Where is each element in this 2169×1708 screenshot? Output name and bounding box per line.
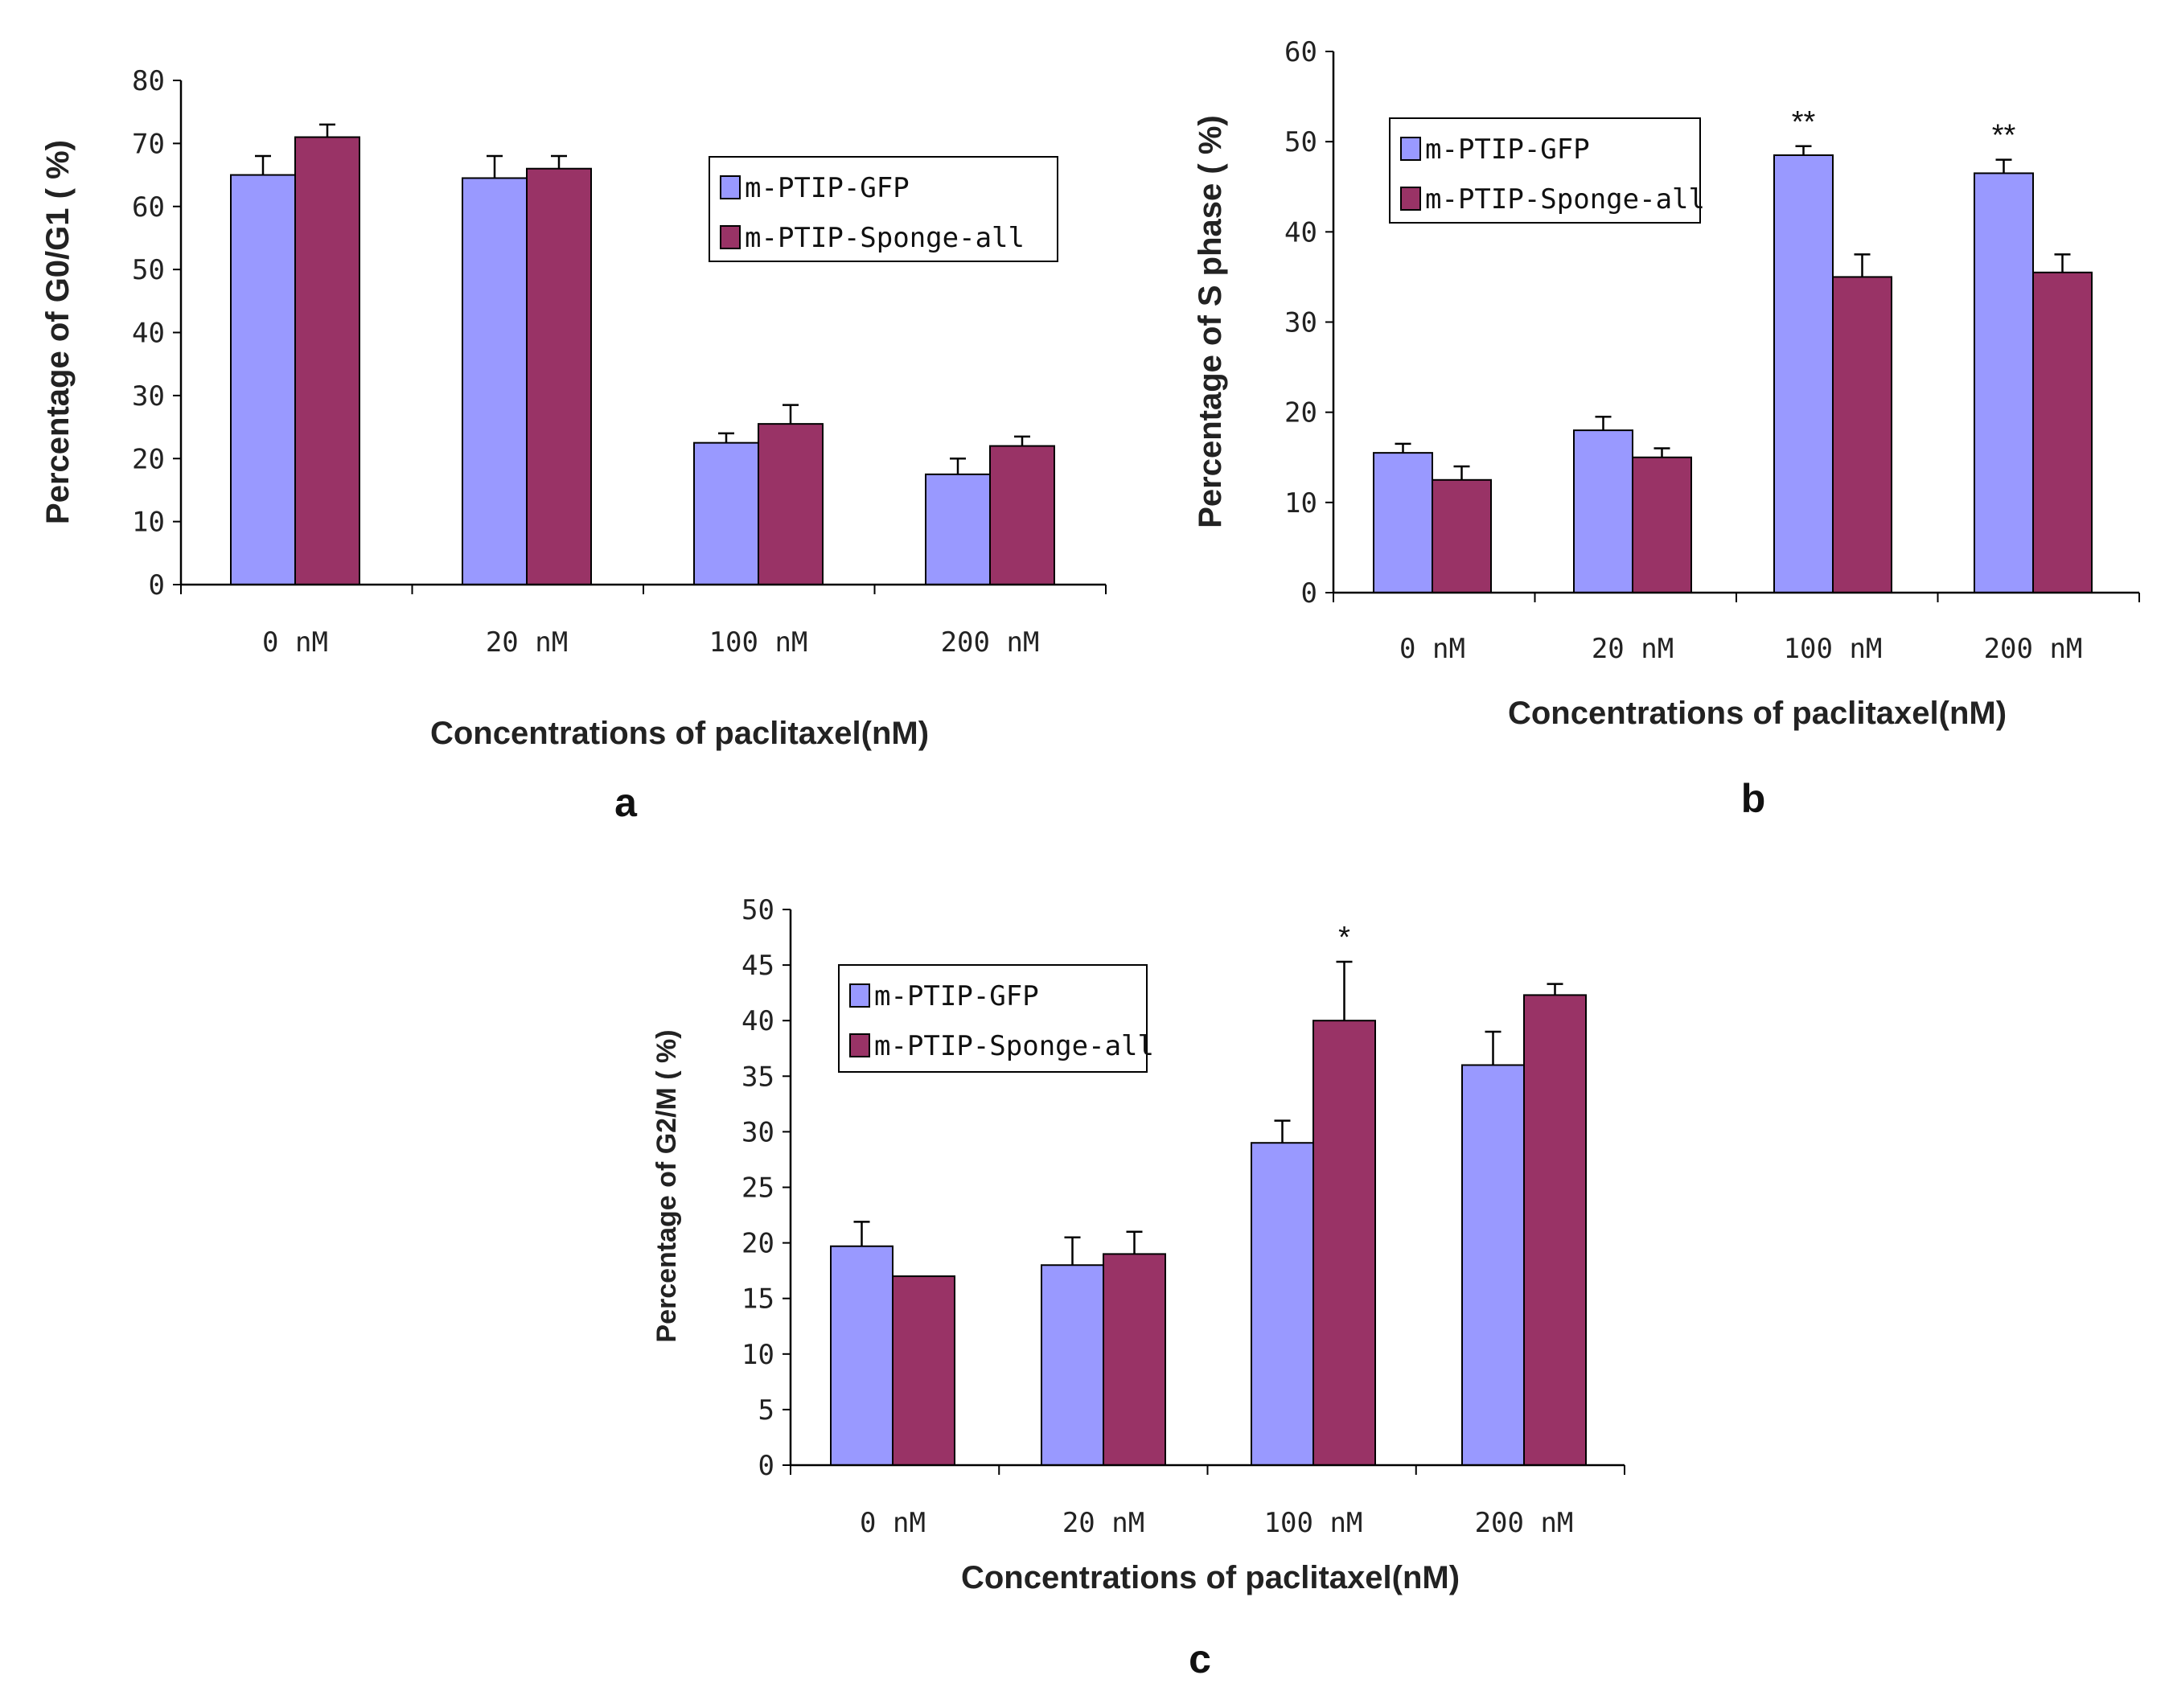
y-tick-label: 40: [132, 318, 165, 350]
significance-mark: *: [1338, 921, 1350, 955]
significance-mark: **: [1992, 119, 2016, 153]
chart-panel-b: ** ** 0 10 20 30 40 50 60 0 nM 20 nM 100 nM 200 nM Co…: [1193, 36, 2140, 821]
y-tick-label: 35: [741, 1061, 774, 1093]
chart-panel-c: * 0 5 10 15 20 25 30 35 40 45 50 0 nM 20 nM 100 nM 200 …: [651, 894, 1625, 1681]
x-axis-title: Concentrations of paclitaxel(nM): [430, 716, 929, 751]
bar-sponge: [1103, 1253, 1166, 1467]
y-tick-label: 10: [132, 507, 165, 539]
y-tick-label: 20: [741, 1228, 774, 1260]
bar-sponge: [892, 1275, 955, 1467]
legend-label: m-PTIP-Sponge-all: [874, 1030, 1154, 1062]
bar-sponge: [1312, 1020, 1376, 1466]
bar-sponge: [1832, 276, 1892, 593]
x-tick-label: 0 nM: [860, 1507, 926, 1539]
y-tick-label: 0: [758, 1450, 774, 1482]
y-axis-title: Percentage of G2/M ( %): [651, 1029, 682, 1342]
y-tick-label: 80: [132, 65, 165, 97]
bar-gfp: [1974, 172, 2034, 594]
x-tick-label: 0 nM: [262, 626, 328, 659]
bar-sponge: [758, 423, 824, 585]
x-axis-title: Concentrations of paclitaxel(nM): [961, 1560, 1460, 1595]
y-tick-label: 5: [758, 1394, 774, 1427]
bar-gfp: [1251, 1142, 1314, 1466]
x-tick-label: 100 nM: [709, 626, 808, 659]
bar-gfp: [462, 177, 528, 585]
y-tick-label: 45: [741, 950, 774, 982]
bar-sponge: [1432, 478, 1492, 594]
legend-label: m-PTIP-GFP: [745, 172, 910, 204]
legend-swatch-sponge: [849, 1033, 870, 1057]
bar-gfp: [830, 1245, 893, 1466]
legend-swatch-gfp: [1400, 137, 1421, 161]
y-tick-label: 20: [132, 443, 165, 475]
y-tick-label: 30: [1284, 307, 1317, 339]
bar-gfp: [1573, 429, 1633, 593]
legend-swatch-sponge: [720, 225, 741, 249]
x-tick-label: 20 nM: [1062, 1507, 1144, 1539]
y-tick-label: 10: [741, 1339, 774, 1371]
legend-box: [838, 964, 1148, 1073]
legend: m-PTIP-GFP m-PTIP-Sponge-all: [838, 964, 1154, 1073]
legend-swatch-gfp: [849, 983, 870, 1008]
legend-swatch-sponge: [1400, 187, 1421, 211]
y-tick-label: 40: [1284, 216, 1317, 248]
bar-sponge: [526, 167, 592, 586]
x-tick-label: 100 nM: [1784, 633, 1883, 665]
bar-gfp: [925, 473, 991, 585]
y-tick-label: 10: [1284, 487, 1317, 519]
x-tick-label: 20 nM: [486, 626, 568, 659]
legend-label: m-PTIP-Sponge-all: [745, 222, 1025, 254]
bar-gfp: [230, 174, 296, 585]
bar-gfp: [1373, 452, 1433, 593]
x-tick-label: 0 nM: [1399, 633, 1465, 665]
y-tick-label: 60: [132, 191, 165, 224]
bar-sponge: [1632, 456, 1692, 593]
y-tick-label: 50: [1284, 126, 1317, 158]
y-tick-label: 25: [741, 1172, 774, 1205]
y-tick-label: 50: [132, 254, 165, 286]
y-tick-label: 40: [741, 1005, 774, 1037]
legend: m-PTIP-GFP m-PTIP-Sponge-all: [709, 156, 1058, 262]
bar-sponge: [294, 136, 360, 586]
y-axis-title: Percentage of S phase ( %): [1193, 115, 1228, 528]
legend-label: m-PTIP-Sponge-all: [1425, 183, 1705, 216]
legend-swatch-gfp: [720, 175, 741, 199]
y-tick-label: 60: [1284, 36, 1317, 68]
x-tick-label: 20 nM: [1592, 633, 1674, 665]
y-tick-label: 50: [741, 894, 774, 926]
x-tick-label: 200 nM: [941, 626, 1040, 659]
legend-label: m-PTIP-GFP: [874, 980, 1039, 1012]
legend: m-PTIP-GFP m-PTIP-Sponge-all: [1389, 117, 1705, 224]
y-tick-label: 0: [149, 569, 165, 601]
legend-box: [709, 156, 1058, 262]
x-tick-label: 200 nM: [1984, 633, 2083, 665]
y-tick-label: 70: [132, 128, 165, 160]
bar-gfp: [1461, 1064, 1525, 1466]
y-tick-label: 15: [741, 1283, 774, 1316]
x-tick-label: 100 nM: [1264, 1507, 1363, 1539]
y-tick-label: 20: [1284, 397, 1317, 429]
x-axis-title: Concentrations of paclitaxel(nM): [1508, 696, 2007, 731]
panel-letter: c: [1189, 1636, 1211, 1681]
bar-sponge: [2032, 271, 2093, 593]
legend-label: m-PTIP-GFP: [1425, 133, 1590, 166]
bar-gfp: [1041, 1264, 1104, 1466]
bar-sponge: [1523, 994, 1587, 1466]
y-tick-label: 30: [741, 1116, 774, 1148]
bar-gfp: [693, 441, 759, 585]
panel-letter: b: [1741, 776, 1766, 821]
significance-mark: **: [1792, 105, 1816, 139]
panel-letter: a: [614, 780, 638, 825]
y-tick-label: 0: [1301, 577, 1317, 610]
x-tick-label: 200 nM: [1475, 1507, 1574, 1539]
y-tick-label: 30: [132, 380, 165, 413]
legend-box: [1389, 117, 1701, 224]
chart-panel-a: 0 10 20 30 40 50 60 70 80 0 nM 20 nM 100 nM 200 nM Co…: [40, 65, 1107, 825]
bar-sponge: [989, 445, 1055, 586]
bar-gfp: [1773, 154, 1834, 594]
y-axis-title: Percentage of G0/G1 ( %): [40, 140, 76, 524]
